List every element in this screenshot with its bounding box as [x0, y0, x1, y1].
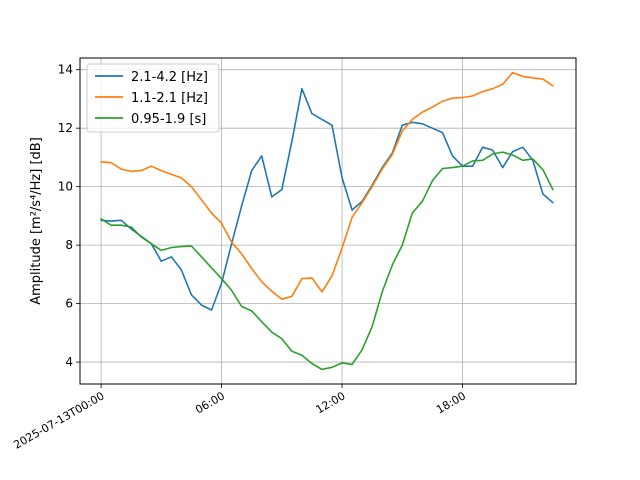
series-line-1 — [100, 87, 554, 311]
y-tick-label: 14 — [58, 63, 73, 77]
plot-frame — [79, 57, 577, 385]
y-tick-label: 10 — [58, 180, 73, 194]
legend-box — [86, 63, 220, 133]
y-axis-label: Amplitude [m²/s⁴/Hz] [dB] — [29, 137, 44, 305]
y-axis: 4 6 8 10 12 14 — [58, 63, 80, 369]
legend: 2.1-4.2 [Hz] 1.1-2.1 [Hz] 0.95-1.9 [s] — [86, 63, 220, 133]
y-tick-label: 12 — [58, 121, 73, 135]
series-lines — [100, 71, 554, 371]
legend-label-2: 1.1-2.1 [Hz] — [131, 91, 208, 106]
y-tick-label: 6 — [65, 297, 73, 311]
y-tick-label: 4 — [65, 355, 73, 369]
legend-label-1: 2.1-4.2 [Hz] — [131, 70, 208, 85]
y-tick-label: 8 — [65, 238, 73, 252]
series-line-3 — [100, 151, 554, 371]
legend-label-3: 0.95-1.9 [s] — [131, 112, 206, 127]
series-line-2 — [100, 71, 554, 301]
